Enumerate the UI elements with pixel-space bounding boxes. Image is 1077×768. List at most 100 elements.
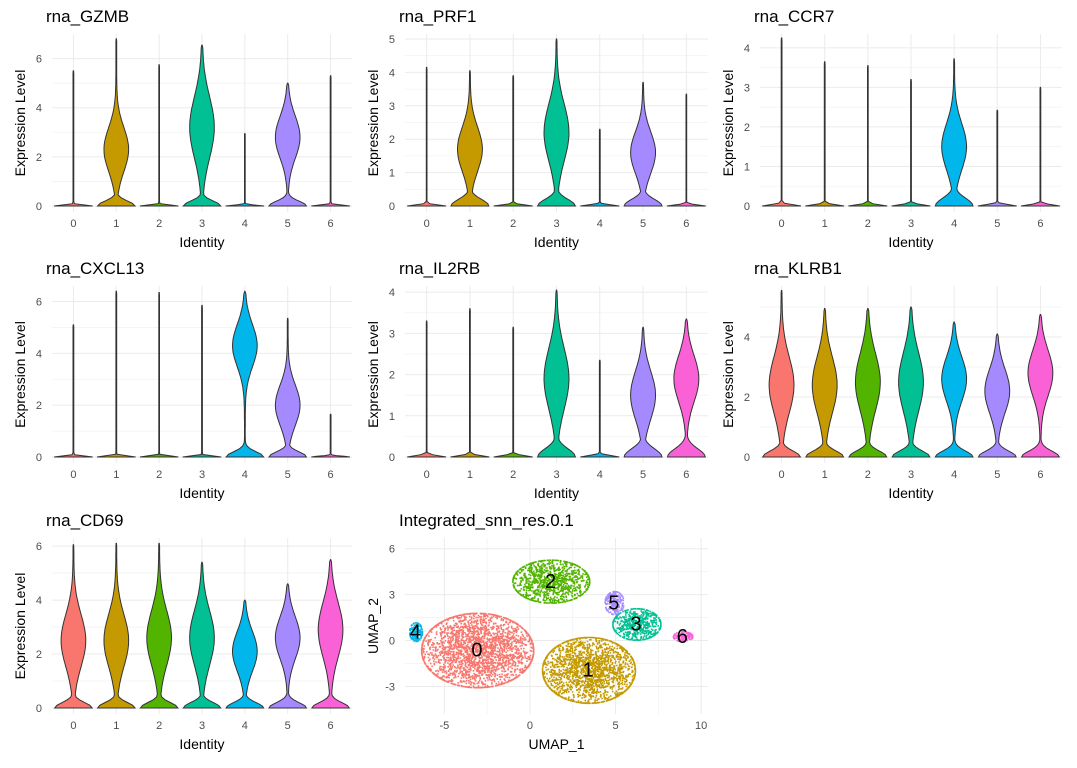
- y-tick-label: 2: [36, 400, 42, 412]
- violin-cluster-2: [493, 326, 533, 458]
- x-tick-label: 1: [467, 218, 473, 230]
- violin-cluster-1: [805, 308, 845, 458]
- x-tick-label: 3: [908, 218, 914, 230]
- y-tick-label: 0: [389, 452, 395, 464]
- x-tick-label: 3: [199, 218, 205, 230]
- y-tick-label: 5: [389, 34, 395, 46]
- x-tick-label: 4: [597, 469, 603, 481]
- violin-cluster-3: [182, 304, 222, 458]
- violin-cluster-3: [891, 79, 931, 207]
- x-tick-label: 2: [156, 720, 162, 732]
- y-tick-label: 6: [389, 544, 395, 556]
- violin-cluster-0: [53, 544, 94, 709]
- violin-cluster-6: [311, 75, 350, 207]
- umap-cluster-3: [612, 608, 662, 641]
- x-tick-label: 2: [510, 218, 516, 230]
- x-tick-label: 1: [113, 720, 119, 732]
- y-axis-title: Expression Level: [12, 70, 28, 177]
- violin-cluster-5: [623, 81, 663, 207]
- violin-cluster-0: [761, 290, 802, 458]
- y-tick-label: 2: [389, 370, 395, 382]
- x-tick-label: 5: [285, 469, 291, 481]
- panel-title: rna_CD69: [46, 511, 124, 530]
- x-axis-title: Identity: [534, 234, 579, 250]
- panel-rna-klrb1: rna_KLRB1 Identity Expression Level 0 2 4 0 1 2 3…: [720, 259, 1062, 501]
- violin-cluster-6: [311, 413, 350, 458]
- x-tick-label: 2: [865, 469, 871, 481]
- y-tick-label: 2: [389, 134, 395, 146]
- y-tick-label: 6: [36, 297, 42, 309]
- violin-cluster-0: [762, 37, 802, 207]
- x-tick-label: 5: [994, 469, 1000, 481]
- x-tick-label: 1: [113, 218, 119, 230]
- panel-rna-prf1: rna_PRF1 Identity Expression Level 0 1 2 3 4 5 0 1…: [365, 7, 708, 250]
- x-tick-label: -5: [439, 720, 449, 732]
- x-tick-label: 1: [113, 469, 119, 481]
- x-tick-label: 6: [1037, 469, 1043, 481]
- x-tick-label: 2: [865, 218, 871, 230]
- violin-cluster-5: [267, 317, 308, 458]
- y-axis-title: Expression Level: [720, 70, 736, 177]
- x-tick-label: 2: [156, 218, 162, 230]
- x-tick-label: 3: [553, 218, 559, 230]
- violin-cluster-0: [54, 70, 93, 207]
- violin-cluster-3: [536, 289, 577, 458]
- x-axis-title: UMAP_1: [528, 736, 584, 752]
- umap-points-cluster-1: [541, 636, 637, 705]
- x-tick-label: 1: [467, 469, 473, 481]
- violin-cluster-6: [310, 559, 351, 709]
- y-tick-label: 0: [744, 201, 750, 213]
- x-tick-label: 6: [328, 720, 334, 732]
- y-tick-label: 0: [389, 201, 395, 213]
- x-axis-title: Identity: [888, 485, 933, 501]
- violin-cluster-3: [891, 306, 931, 458]
- x-tick-label: 2: [510, 469, 516, 481]
- violin-cluster-5: [268, 583, 308, 709]
- y-tick-label: 3: [389, 590, 395, 602]
- y-axis-title: Expression Level: [365, 321, 381, 428]
- y-tick-label: 6: [36, 54, 42, 66]
- violin-cluster-2: [848, 65, 888, 207]
- violin-cluster-3: [182, 44, 222, 207]
- panel-title: rna_PRF1: [399, 7, 476, 26]
- umap-points-cluster-3: [612, 608, 662, 641]
- violin-cluster-2: [139, 64, 179, 207]
- x-tick-label: 4: [951, 469, 957, 481]
- violin-cluster-2: [493, 75, 533, 207]
- umap-cluster-5: [604, 590, 625, 616]
- panel-rna-gzmb: rna_GZMB Identity Expression Level 0 2 4 6 0 1 2 3…: [12, 7, 352, 250]
- violin-cluster-6: [666, 318, 707, 458]
- y-axis-title: Expression Level: [12, 321, 28, 428]
- x-axis-title: Identity: [179, 736, 224, 752]
- y-tick-label: 6: [36, 541, 42, 553]
- y-tick-label: 1: [744, 161, 750, 173]
- x-tick-label: 0: [424, 218, 430, 230]
- x-tick-label: 5: [285, 218, 291, 230]
- x-tick-label: 4: [951, 218, 957, 230]
- violin-cluster-1: [450, 70, 490, 207]
- y-tick-label: 4: [744, 332, 750, 344]
- y-tick-label: 3: [744, 82, 750, 94]
- cluster-label-4: 4: [410, 621, 421, 643]
- x-tick-label: 4: [597, 218, 603, 230]
- umap-points: [409, 559, 694, 705]
- umap-points-cluster-4: [409, 622, 424, 643]
- violin-cluster-6: [1020, 314, 1061, 458]
- violin-cluster-5: [977, 333, 1017, 458]
- x-tick-label: 2: [156, 469, 162, 481]
- x-tick-label: 5: [640, 218, 646, 230]
- umap-points-cluster-6: [672, 630, 694, 643]
- cluster-label-5: 5: [608, 592, 619, 614]
- y-tick-label: 2: [744, 392, 750, 404]
- y-tick-label: 1: [389, 168, 395, 180]
- y-tick-label: 0: [744, 452, 750, 464]
- panel-title: rna_GZMB: [46, 7, 129, 26]
- panel-rna-il2rb: rna_IL2RB Identity Expression Level 0 1 2 3 4 0 1…: [365, 259, 708, 501]
- violin-cluster-3: [182, 561, 222, 709]
- violin-cluster-3: [536, 38, 577, 207]
- y-tick-label: 4: [389, 67, 395, 79]
- x-tick-label: 6: [683, 469, 689, 481]
- violin-cluster-4: [225, 599, 265, 709]
- umap-cluster-0: [420, 612, 535, 689]
